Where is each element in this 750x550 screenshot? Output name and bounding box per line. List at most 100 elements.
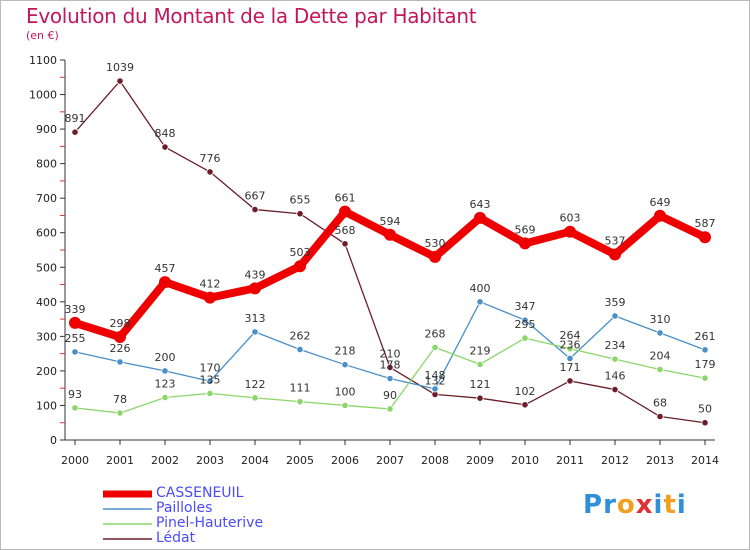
data-point-l-dat — [296, 210, 304, 218]
legend-label: Pailloles — [156, 500, 213, 516]
logo-letter: P — [583, 490, 604, 520]
x-tick-label: 2000 — [61, 454, 89, 467]
data-point-pailloles — [206, 377, 214, 385]
x-tick-label: 2010 — [511, 454, 539, 467]
y-tick-label: 900 — [36, 123, 57, 136]
data-point-l-dat — [206, 168, 214, 176]
data-label-pailloles: 200 — [155, 351, 176, 364]
data-point-casseneuil — [294, 260, 306, 273]
data-point-casseneuil — [519, 237, 531, 250]
y-tick-label: 400 — [36, 296, 57, 309]
data-point-l-dat — [521, 401, 529, 409]
data-label-l-dat: 210 — [380, 347, 401, 360]
data-label-casseneuil: 603 — [560, 212, 581, 225]
y-tick-label: 1000 — [29, 89, 57, 102]
data-label-pailloles: 359 — [605, 296, 626, 309]
data-point-pailloles — [476, 298, 484, 306]
y-tick-label: 1100 — [29, 54, 57, 67]
y-tick-label: 100 — [36, 399, 57, 412]
data-label-casseneuil: 412 — [200, 278, 221, 291]
chart-title: Evolution du Montant de la Dette par Hab… — [26, 4, 477, 28]
data-point-pinel-hauterive — [656, 365, 664, 374]
data-label-pinel-hauterive: 123 — [155, 378, 176, 391]
x-tick-label: 2002 — [151, 454, 179, 467]
data-label-l-dat: 146 — [605, 370, 626, 383]
y-tick-label: 600 — [36, 227, 57, 240]
data-point-casseneuil — [564, 225, 576, 238]
x-tick-label: 2004 — [241, 454, 269, 467]
data-point-pailloles — [656, 329, 664, 337]
data-label-pinel-hauterive: 234 — [605, 339, 626, 352]
data-label-l-dat: 891 — [65, 112, 86, 125]
data-point-pailloles — [71, 348, 79, 356]
data-point-pailloles — [701, 346, 709, 354]
x-tick-label: 2009 — [466, 454, 494, 467]
data-label-l-dat: 121 — [470, 378, 491, 391]
data-label-l-dat: 776 — [200, 152, 221, 165]
data-label-casseneuil: 457 — [155, 262, 176, 275]
data-point-l-dat — [161, 143, 169, 151]
data-point-pinel-hauterive — [161, 393, 169, 402]
x-tick-label: 2014 — [691, 454, 719, 467]
data-label-pailloles: 262 — [290, 329, 311, 342]
data-point-pailloles — [521, 316, 529, 324]
data-label-pinel-hauterive: 78 — [113, 393, 127, 406]
data-label-pinel-hauterive: 204 — [650, 350, 671, 363]
data-point-pinel-hauterive — [71, 404, 79, 412]
data-point-pinel-hauterive — [701, 374, 709, 382]
data-point-pailloles — [566, 354, 574, 363]
data-label-pailloles: 218 — [335, 345, 356, 358]
data-label-pailloles: 400 — [470, 282, 491, 295]
y-tick-label: 300 — [36, 330, 57, 343]
logo-letter: x — [635, 490, 654, 520]
data-label-l-dat: 102 — [515, 385, 536, 398]
data-point-l-dat — [656, 412, 664, 421]
data-label-pailloles: 255 — [65, 332, 86, 345]
data-point-pailloles — [116, 358, 124, 366]
data-point-pailloles — [161, 367, 169, 375]
x-tick-label: 2012 — [601, 454, 629, 467]
data-label-pinel-hauterive: 179 — [695, 358, 716, 371]
data-label-casseneuil: 530 — [425, 237, 446, 250]
data-label-casseneuil: 649 — [650, 196, 671, 209]
data-label-pinel-hauterive: 111 — [290, 382, 311, 395]
data-point-pailloles — [611, 312, 619, 320]
data-point-pinel-hauterive — [296, 398, 304, 406]
x-tick-label: 2005 — [286, 454, 314, 467]
data-label-casseneuil: 661 — [335, 192, 356, 205]
data-point-casseneuil — [204, 291, 216, 304]
data-point-pinel-hauterive — [341, 401, 349, 410]
data-label-casseneuil: 339 — [65, 303, 86, 316]
legend-label: Pinel-Hauterive — [156, 515, 264, 531]
data-point-casseneuil — [654, 209, 666, 222]
data-point-pinel-hauterive — [386, 405, 394, 413]
data-point-pailloles — [251, 328, 259, 336]
x-tick-label: 2003 — [196, 454, 224, 467]
data-point-casseneuil — [159, 276, 171, 289]
data-point-casseneuil — [249, 282, 261, 295]
data-label-pinel-hauterive: 93 — [68, 388, 82, 401]
data-point-casseneuil — [429, 250, 441, 263]
data-label-pinel-hauterive: 295 — [515, 318, 536, 331]
data-label-pailloles: 226 — [110, 342, 131, 355]
data-point-casseneuil — [384, 228, 396, 241]
logo-letter: i — [676, 490, 687, 520]
data-point-pinel-hauterive — [251, 394, 259, 402]
data-point-pailloles — [386, 374, 394, 383]
data-point-l-dat — [566, 377, 574, 385]
data-point-l-dat — [341, 240, 349, 248]
data-label-casseneuil: 569 — [515, 223, 536, 236]
data-point-casseneuil — [699, 231, 711, 244]
chart-subtitle: (en €) — [26, 29, 59, 42]
data-label-l-dat: 848 — [155, 127, 176, 140]
data-point-l-dat — [611, 385, 619, 394]
data-point-pinel-hauterive — [566, 345, 574, 353]
data-label-pailloles: 313 — [245, 312, 266, 325]
logo-letter: i — [653, 490, 664, 520]
data-point-casseneuil — [69, 316, 81, 329]
data-label-casseneuil: 503 — [290, 246, 311, 259]
data-label-casseneuil: 537 — [605, 234, 626, 247]
data-label-casseneuil: 594 — [380, 215, 401, 228]
data-label-pinel-hauterive: 100 — [335, 385, 356, 398]
data-label-pinel-hauterive: 90 — [383, 389, 397, 402]
